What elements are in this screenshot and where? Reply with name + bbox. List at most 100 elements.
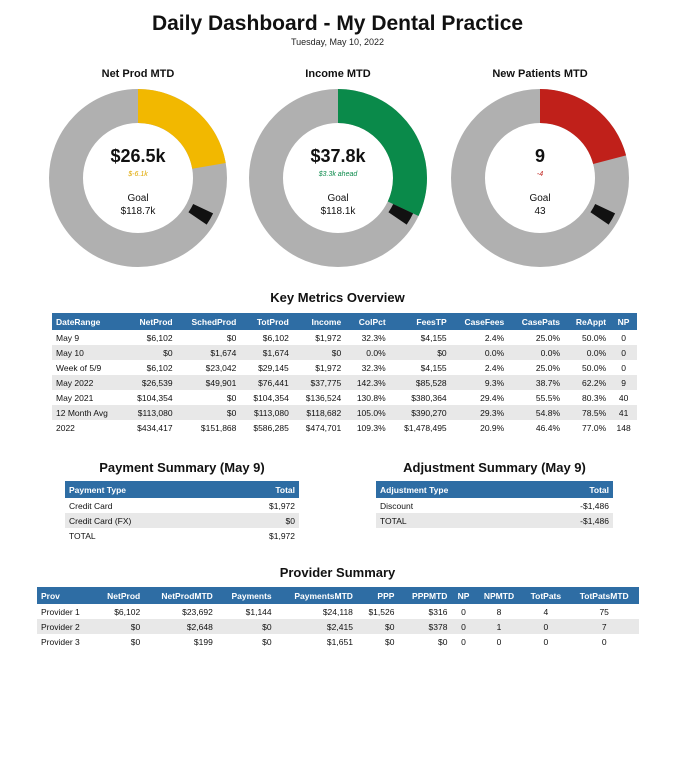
table-cell: 148	[616, 422, 631, 433]
table-cell: $586,285	[253, 422, 289, 433]
table-cell: Credit Card	[69, 500, 113, 511]
table-header-row: DateRange NetProd SchedProd TotProd Income Co…	[52, 313, 637, 330]
table-cell: 54.8%	[508, 405, 565, 420]
donut-goal: Goal $118.7k	[48, 192, 228, 218]
donut-progress	[49, 89, 227, 267]
table-cell: 0	[543, 636, 549, 647]
table-cell: $0	[124, 345, 177, 360]
donut-delta: $-6.1k	[128, 171, 148, 178]
table-cell: $0	[356, 619, 399, 634]
table-cell: $0	[384, 636, 395, 647]
table-row: 12 Month Avg $113,080 $0 $113,080 $118,682 10…	[52, 405, 637, 420]
table-cell: 0	[610, 345, 637, 360]
table-cell: $6,102	[114, 606, 141, 617]
column-header[interactable]: TotPats	[522, 587, 570, 604]
table-cell: $1,651	[326, 636, 353, 647]
column-header[interactable]: TotProd	[240, 313, 293, 330]
table-cell: 0.0%	[450, 345, 509, 360]
table-cell: Credit Card (FX)	[65, 513, 223, 528]
goal-value: $118.1k	[320, 206, 356, 217]
column-header[interactable]: Total	[222, 481, 299, 498]
column-header[interactable]: PPP	[356, 587, 399, 604]
new-patients-donut-chart	[451, 89, 629, 267]
table-cell: $0	[292, 345, 346, 360]
column-header[interactable]: ReAppt	[564, 313, 611, 330]
table-cell: $76,441	[240, 375, 293, 390]
column-header[interactable]: PPPMTD	[398, 587, 452, 604]
column-header[interactable]: ColPct	[345, 313, 390, 330]
table-cell: May 2021	[56, 392, 94, 403]
column-header[interactable]: CaseFees	[450, 313, 509, 330]
table-cell: 41	[610, 405, 637, 420]
table-cell: $0	[130, 636, 141, 647]
table-cell: $434,417	[137, 422, 173, 433]
table-cell: $85,528	[389, 375, 451, 390]
column-header[interactable]: Income	[292, 313, 346, 330]
table-cell: 29.3%	[450, 405, 509, 420]
column-header[interactable]: CasePats	[508, 313, 565, 330]
table-cell: May 2022	[52, 375, 125, 390]
provider-summary-title: Provider Summary	[279, 565, 396, 580]
table-cell: 0	[496, 636, 502, 647]
column-header[interactable]: Payment Type	[65, 481, 223, 498]
table-cell: May 10	[52, 345, 125, 360]
table-cell: 20.9%	[480, 422, 505, 433]
column-header[interactable]: NetProd	[124, 313, 177, 330]
table-cell: 4	[543, 606, 549, 617]
table-cell: May 9	[56, 332, 80, 343]
table-cell: 0.0%	[564, 345, 611, 360]
column-header[interactable]: NP	[610, 313, 637, 330]
column-header[interactable]: Adjustment Type	[376, 481, 536, 498]
table-cell: 0	[461, 636, 466, 647]
table-cell: $2,648	[144, 619, 217, 634]
column-header[interactable]: TotPatsMTD	[569, 587, 639, 604]
table-cell: $0	[437, 636, 448, 647]
column-header[interactable]: NetProd	[94, 587, 145, 604]
table-cell: 40	[618, 392, 629, 403]
table-cell: $6,102	[146, 362, 173, 373]
donut-progress	[451, 89, 629, 267]
table-cell: 142.3%	[345, 375, 390, 390]
column-header[interactable]: NP	[451, 587, 476, 604]
table-cell: 0.0%	[508, 345, 565, 360]
table-cell: $6,102	[146, 332, 173, 343]
table-cell: 0	[621, 362, 626, 373]
donut-value: $37.8k	[310, 146, 366, 166]
table-cell: 109.3%	[356, 422, 386, 433]
table-cell: $1,674	[240, 345, 293, 360]
table-cell: $0	[176, 405, 241, 420]
table-cell: $0	[389, 345, 451, 360]
table-row: Discount -$1,486	[376, 498, 613, 513]
goal-label: Goal	[327, 193, 349, 204]
table-cell: $4,155	[420, 332, 447, 343]
table-cell: 0	[451, 619, 476, 634]
column-header[interactable]: NetProdMTD	[144, 587, 217, 604]
table-row: Provider 2 $0 $2,648 $0 $2,415 $0 $378 0 1 0 7	[37, 619, 639, 634]
table-cell: 29.4%	[480, 392, 505, 403]
column-header[interactable]: SchedProd	[176, 313, 241, 330]
table-cell: $378	[398, 619, 452, 634]
table-cell: $0	[222, 513, 299, 528]
table-cell: $49,901	[176, 375, 241, 390]
column-header[interactable]: PaymentsMTD	[275, 587, 357, 604]
table-cell: $474,701	[305, 422, 342, 433]
column-header[interactable]: DateRange	[52, 313, 125, 330]
donut-center: $37.8k $3.3k ahead Goal $118.1k	[248, 146, 428, 218]
new-patients-donut: New Patients MTD 9 -4 Goal 43	[450, 68, 630, 268]
table-cell: $29,145	[258, 362, 289, 373]
column-header[interactable]: Total	[535, 481, 613, 498]
column-header[interactable]: NPMTD	[475, 587, 523, 604]
table-cell: $0	[226, 332, 237, 343]
column-header[interactable]: FeesTP	[389, 313, 451, 330]
column-header[interactable]: Payments	[216, 587, 276, 604]
table-row: May 2022 $26,539 $49,901 $76,441 $37,775 142.…	[52, 375, 637, 390]
table-cell: $113,080	[124, 405, 177, 420]
table-header-row: Prov NetProd NetProdMTD Payments PaymentsMTD…	[37, 587, 639, 604]
table-row: Provider 1 $6,102 $23,692 $1,144 $24,118 $1,5…	[37, 604, 639, 619]
table-cell: $0	[94, 619, 145, 634]
donut-progress	[249, 89, 427, 267]
table-cell: 7	[569, 619, 639, 634]
table-cell: $24,118	[322, 606, 353, 617]
column-header[interactable]: Prov	[37, 587, 95, 604]
table-cell: $316	[428, 606, 448, 617]
